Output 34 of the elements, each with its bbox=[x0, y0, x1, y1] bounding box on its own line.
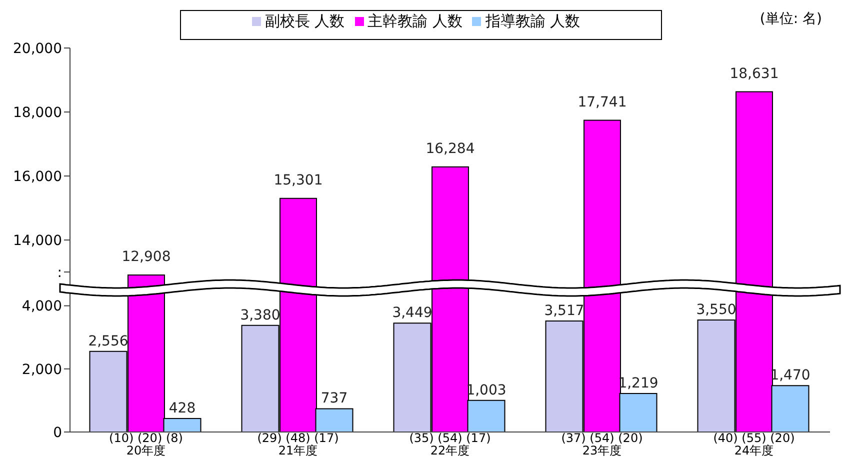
legend-label: 指導教諭 人数 bbox=[485, 12, 580, 30]
data-label: 3,517 bbox=[544, 303, 584, 320]
data-label: 12,908 bbox=[122, 248, 171, 265]
x-tick-label: 22年度 bbox=[430, 444, 470, 458]
legend-label: 主幹教諭 人数 bbox=[368, 12, 462, 30]
y-tick-label: 18,000 bbox=[13, 104, 62, 121]
y-tick-label: : bbox=[57, 264, 62, 281]
data-label: 15,301 bbox=[274, 172, 323, 188]
y-tick-label: 2,000 bbox=[22, 362, 62, 378]
annotation: (35) (54) (17) bbox=[409, 431, 491, 445]
annotation: (29) (48) (17) bbox=[257, 431, 339, 445]
data-label: 3,550 bbox=[696, 302, 736, 318]
data-label: 3,449 bbox=[392, 305, 432, 322]
data-label: 18,631 bbox=[730, 66, 779, 82]
annotation: (10) (20) (8) bbox=[109, 431, 183, 445]
data-label: 16,284 bbox=[426, 140, 475, 157]
y-tick-label: 0 bbox=[53, 424, 62, 441]
data-label: 2,556 bbox=[88, 333, 128, 350]
x-tick-label: 21年度 bbox=[278, 444, 318, 458]
y-tick-label: 16,000 bbox=[13, 168, 62, 185]
annotation: (37) (54) (20) bbox=[561, 431, 643, 445]
x-tick-label: 20年度 bbox=[126, 444, 166, 458]
data-label: 17,741 bbox=[578, 94, 627, 110]
data-label: 3,380 bbox=[240, 307, 280, 324]
y-tick-label: 4,000 bbox=[22, 298, 62, 315]
y-tick-label: 20,000 bbox=[13, 40, 62, 57]
text: (単位: 名) bbox=[760, 10, 822, 28]
x-tick-label: 24年度 bbox=[734, 444, 774, 458]
annotation: (40) (55) (20) bbox=[713, 431, 795, 445]
data-label: 737 bbox=[320, 390, 348, 407]
x-tick-label: 23年度 bbox=[582, 444, 622, 458]
data-label: 428 bbox=[168, 400, 196, 416]
y-tick-label: 14,000 bbox=[13, 232, 62, 249]
legend-label: 副校長 人数 bbox=[264, 12, 345, 30]
